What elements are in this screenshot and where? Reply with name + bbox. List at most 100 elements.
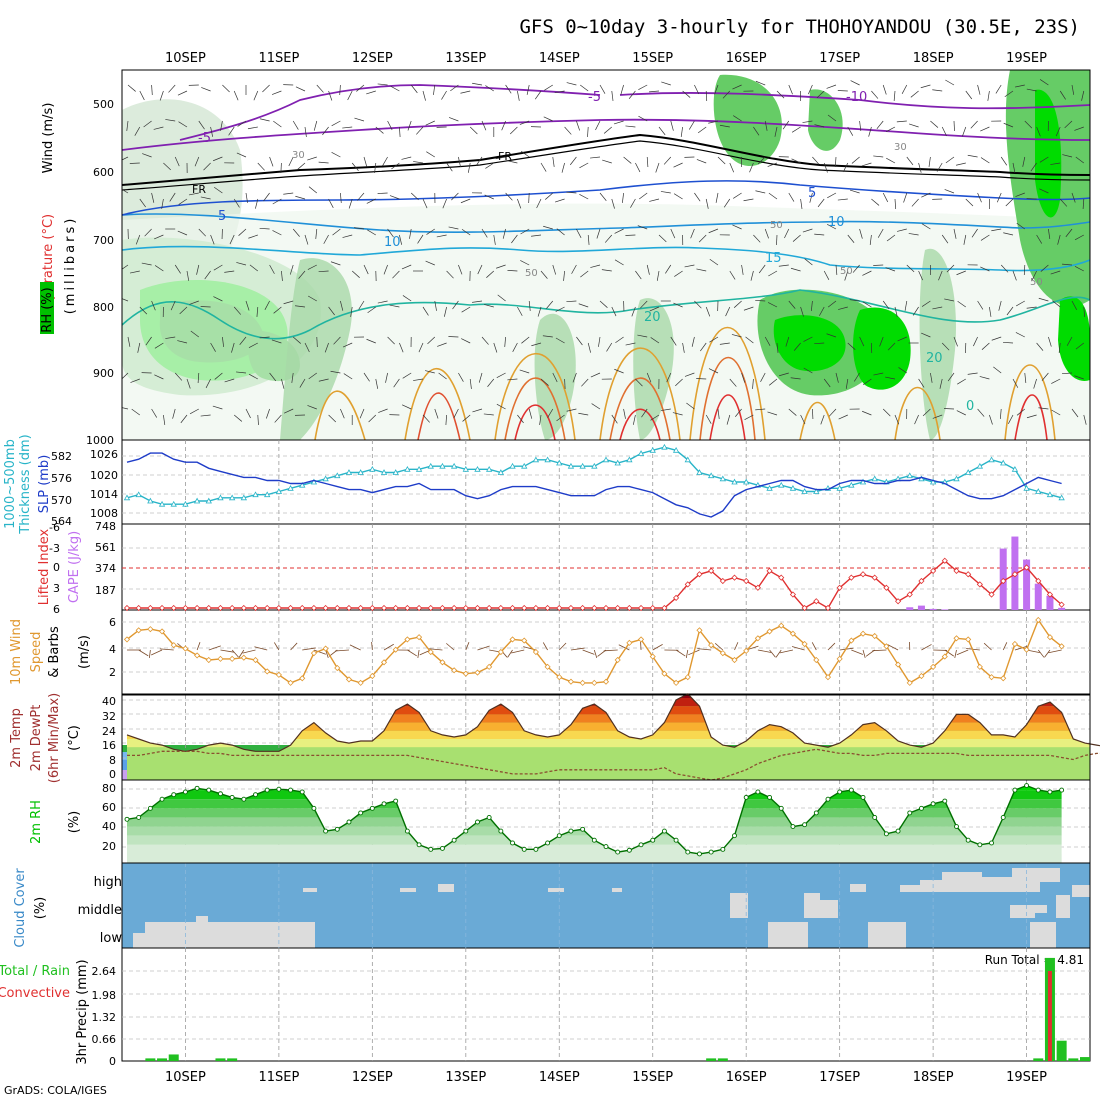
barb — [591, 403, 601, 410]
wind-speed-point — [135, 627, 142, 634]
thickness-tick: 570 — [51, 494, 72, 507]
rh-shade — [280, 258, 352, 440]
barb — [901, 84, 908, 94]
barb — [1016, 222, 1026, 230]
wind-barb — [956, 649, 969, 656]
panel8-axes: 2.64 1.98 1.32 0.66 0 — [92, 965, 117, 1068]
barb — [409, 228, 412, 239]
barb — [458, 156, 461, 167]
thickness-point — [357, 469, 364, 475]
barb — [385, 372, 388, 383]
panel-cloud-cover: high middle low Cloud Cover (%) — [13, 862, 1091, 949]
cape-bar — [1058, 607, 1066, 610]
barb — [363, 156, 368, 167]
wind-speed-point — [1023, 646, 1030, 653]
wind-speed-label: Speed — [29, 632, 44, 673]
barb — [1040, 264, 1049, 272]
barb — [811, 300, 813, 311]
barb — [220, 120, 223, 131]
barb — [1031, 270, 1037, 281]
thickness-point — [964, 469, 972, 475]
thickness-point — [988, 456, 995, 463]
rh2m-point — [860, 794, 866, 800]
barb — [753, 126, 760, 136]
barb — [569, 156, 577, 166]
barb — [233, 198, 240, 208]
barb — [387, 336, 395, 345]
barb — [367, 306, 377, 314]
barb — [709, 336, 719, 343]
rh2m-point — [416, 842, 422, 848]
rh2m-point — [545, 840, 551, 846]
barb — [991, 228, 1002, 232]
rh2m-point — [650, 837, 656, 843]
barb — [967, 154, 978, 158]
wind-barb — [983, 642, 992, 651]
barb — [587, 126, 589, 138]
barb — [631, 306, 636, 317]
barb — [189, 408, 199, 415]
barb — [458, 372, 464, 382]
barb — [977, 408, 985, 417]
barb — [802, 120, 813, 123]
barb — [970, 120, 978, 129]
barb — [670, 336, 677, 346]
barb — [903, 192, 908, 203]
rh2m-point — [288, 787, 294, 793]
barb — [709, 258, 719, 266]
wind-speed-point — [883, 643, 890, 650]
barb — [198, 120, 205, 130]
barb — [540, 378, 549, 386]
lifted-index-point — [731, 574, 738, 581]
barb — [989, 414, 993, 425]
barb — [212, 405, 223, 410]
barb — [453, 408, 459, 419]
day-label-bottom: 18SEP — [913, 1070, 954, 1085]
thickness-point — [743, 478, 750, 485]
barb — [847, 234, 855, 243]
rh-tick: 80 — [102, 782, 116, 795]
barb — [507, 378, 518, 381]
barb — [236, 371, 247, 374]
barb — [882, 192, 889, 203]
barb — [375, 126, 384, 134]
wind-barb — [371, 641, 373, 651]
barb — [755, 190, 766, 194]
day-label-top: 17SEP — [819, 51, 860, 66]
rh2m-point — [358, 810, 364, 816]
thickness-point — [135, 491, 142, 498]
thickness-point — [1000, 459, 1007, 466]
barb — [947, 372, 955, 382]
barb — [328, 306, 335, 316]
wind-speed-point — [579, 679, 586, 686]
temp-band — [127, 722, 1090, 731]
wind-barb — [238, 649, 245, 658]
pressure-tick: 800 — [93, 301, 114, 314]
barb — [356, 84, 365, 92]
barb — [868, 126, 872, 137]
wind-speed-point — [591, 679, 598, 686]
wind-speed-point — [848, 637, 855, 644]
barb — [399, 126, 401, 138]
contour-label: 50 — [770, 220, 783, 231]
wind-speed-point — [123, 636, 131, 643]
barb — [520, 260, 530, 266]
barb — [690, 228, 695, 239]
barb — [375, 378, 379, 389]
barb — [340, 408, 345, 419]
barb — [650, 337, 660, 344]
barb — [1074, 126, 1084, 131]
barb — [623, 156, 632, 164]
barb — [418, 342, 424, 353]
lifted-index-point — [719, 577, 726, 585]
thickness-point — [264, 491, 271, 498]
barb — [666, 372, 672, 383]
barb — [177, 340, 188, 344]
barb — [638, 84, 648, 91]
day-label-top: 12SEP — [352, 51, 393, 66]
thickness-point — [228, 494, 236, 501]
precip-tick: 2.64 — [92, 965, 117, 978]
barb — [849, 299, 860, 302]
barb — [308, 186, 318, 194]
wind-speed-point — [766, 628, 773, 635]
